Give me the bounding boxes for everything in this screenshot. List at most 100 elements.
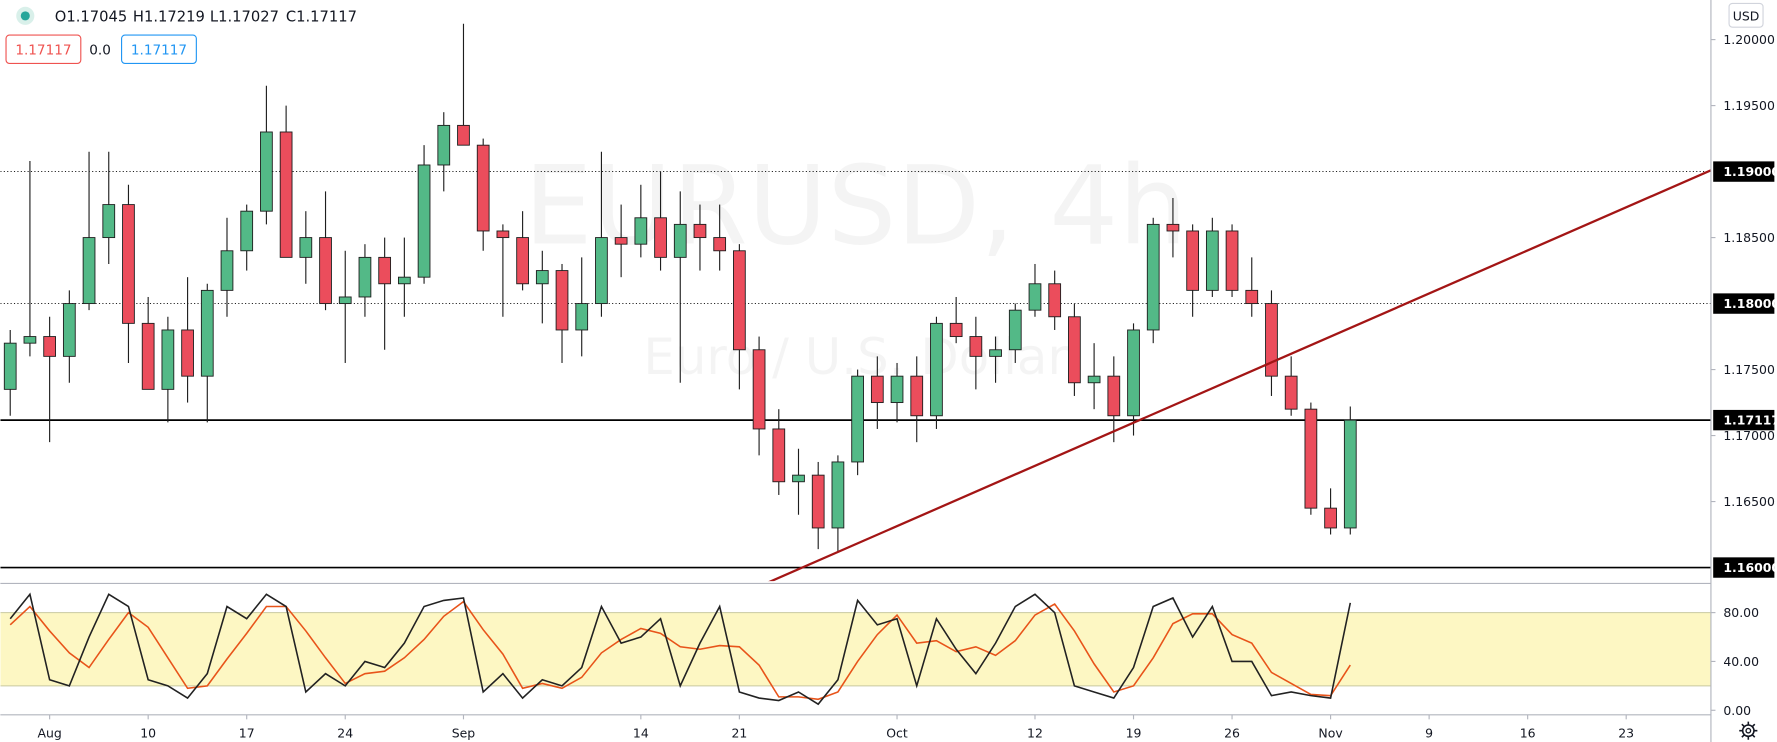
buy-button[interactable]: [121, 34, 197, 65]
x-tick-label: Oct: [886, 725, 908, 740]
y-tick-label: 80.00: [1723, 605, 1759, 620]
candle-body: [575, 303, 589, 331]
ohlc-close: C1.17117: [286, 9, 357, 26]
x-tick-label: 21: [731, 725, 747, 740]
x-tick-label: Aug: [37, 725, 61, 740]
candle-body: [949, 322, 963, 338]
x-tick-label: 26: [1224, 725, 1240, 740]
x-tick-label: Nov: [1318, 725, 1342, 740]
price-line-label: 1.18000: [1723, 296, 1777, 311]
x-tick-label: 23: [1618, 725, 1634, 740]
candle-body: [772, 428, 786, 483]
candle-body: [831, 461, 845, 529]
candle-body: [595, 237, 608, 305]
x-tick-label: 16: [1520, 725, 1536, 740]
candle-body: [141, 322, 155, 390]
candle-body: [3, 342, 17, 390]
candle-body: [437, 124, 451, 166]
candle-body: [989, 349, 1002, 357]
candle-body: [1265, 303, 1278, 377]
candle-body: [792, 474, 805, 483]
candle-body: [319, 237, 332, 305]
candle-body: [82, 237, 96, 305]
currency-label[interactable]: USD: [1733, 8, 1760, 23]
ohlc-low: L1.17027: [210, 9, 279, 26]
candle-body: [1166, 223, 1180, 232]
candle-body: [43, 336, 56, 357]
candle-body: [200, 289, 214, 377]
x-tick-label: 19: [1126, 725, 1142, 740]
candle-body: [62, 303, 76, 357]
candle-body: [614, 237, 628, 245]
candle-body: [1028, 283, 1042, 311]
candle-body: [358, 256, 372, 298]
candle-body: [634, 217, 648, 245]
x-tick-label: Sep: [452, 725, 476, 740]
candle-body: [220, 250, 234, 291]
stochastic-band: [0, 612, 1711, 686]
settings-icon[interactable]: [1739, 721, 1758, 740]
watermark-title: EURUSD, 4h: [524, 143, 1188, 270]
candle-body: [279, 131, 293, 258]
candle-body: [1304, 408, 1318, 509]
candle-body: [516, 237, 529, 285]
candle-body: [23, 336, 37, 344]
buy-price[interactable]: 1.17117: [131, 42, 187, 58]
candle-body: [1284, 375, 1298, 410]
candle-body: [733, 250, 746, 351]
trendline: [768, 169, 1711, 582]
candle-body: [1146, 223, 1160, 331]
candle-body: [555, 270, 569, 331]
header: O1.17045 H1.17219 L1.17027 C1.17117 1.17…: [5, 2, 1764, 740]
candle-body: [1107, 375, 1121, 417]
candle-body: [1048, 283, 1062, 318]
x-tick-label: 17: [239, 725, 255, 740]
candle-body: [1068, 316, 1081, 384]
candle-body: [102, 204, 116, 239]
y-tick-label: 1.17500: [1723, 362, 1775, 377]
candle-body: [693, 223, 707, 239]
candle-body: [1127, 329, 1140, 417]
price-line-label: 1.17117: [1723, 413, 1777, 428]
candle-body: [122, 204, 135, 324]
y-tick-label: 1.16500: [1723, 494, 1775, 509]
stochastic-line: [9, 600, 1351, 701]
candle-body: [378, 256, 392, 285]
ohlc-open: O1.17045: [55, 9, 127, 26]
candle-body: [457, 124, 470, 146]
candle-body: [870, 375, 884, 404]
x-tick-label: 10: [140, 725, 156, 740]
candle-body: [1324, 507, 1337, 529]
candle-body: [890, 375, 904, 404]
stochastic-line: [9, 592, 1352, 706]
candle-body: [161, 329, 175, 390]
stochastic-pane: [0, 592, 1711, 706]
sell-price[interactable]: 1.17117: [15, 42, 71, 58]
price-line-label-bg: [1713, 557, 1775, 578]
x-tick-label: 14: [633, 725, 649, 740]
candle-body: [654, 217, 667, 258]
candle-body: [673, 223, 687, 258]
candle-body: [1245, 289, 1259, 305]
y-tick-label: 1.19500: [1723, 98, 1775, 113]
candle-body: [496, 230, 510, 239]
candle-body: [713, 237, 727, 252]
candle-body: [1343, 419, 1357, 529]
candle-body: [811, 474, 825, 529]
price-line-label-bg: [1713, 293, 1775, 314]
candle-body: [910, 375, 924, 417]
candle-body: [1087, 375, 1101, 384]
spread: 0.0: [89, 42, 111, 58]
currency-button[interactable]: [1728, 2, 1764, 28]
candle-body: [397, 276, 411, 285]
y-tick-label: 40.00: [1723, 654, 1759, 669]
candle-body: [476, 144, 490, 232]
candle-body: [417, 164, 431, 278]
y-tick-label: 1.17000: [1723, 428, 1775, 443]
sell-button[interactable]: [5, 34, 82, 65]
y-tick-label: 0.00: [1723, 703, 1751, 718]
x-tick-label: 12: [1027, 725, 1043, 740]
